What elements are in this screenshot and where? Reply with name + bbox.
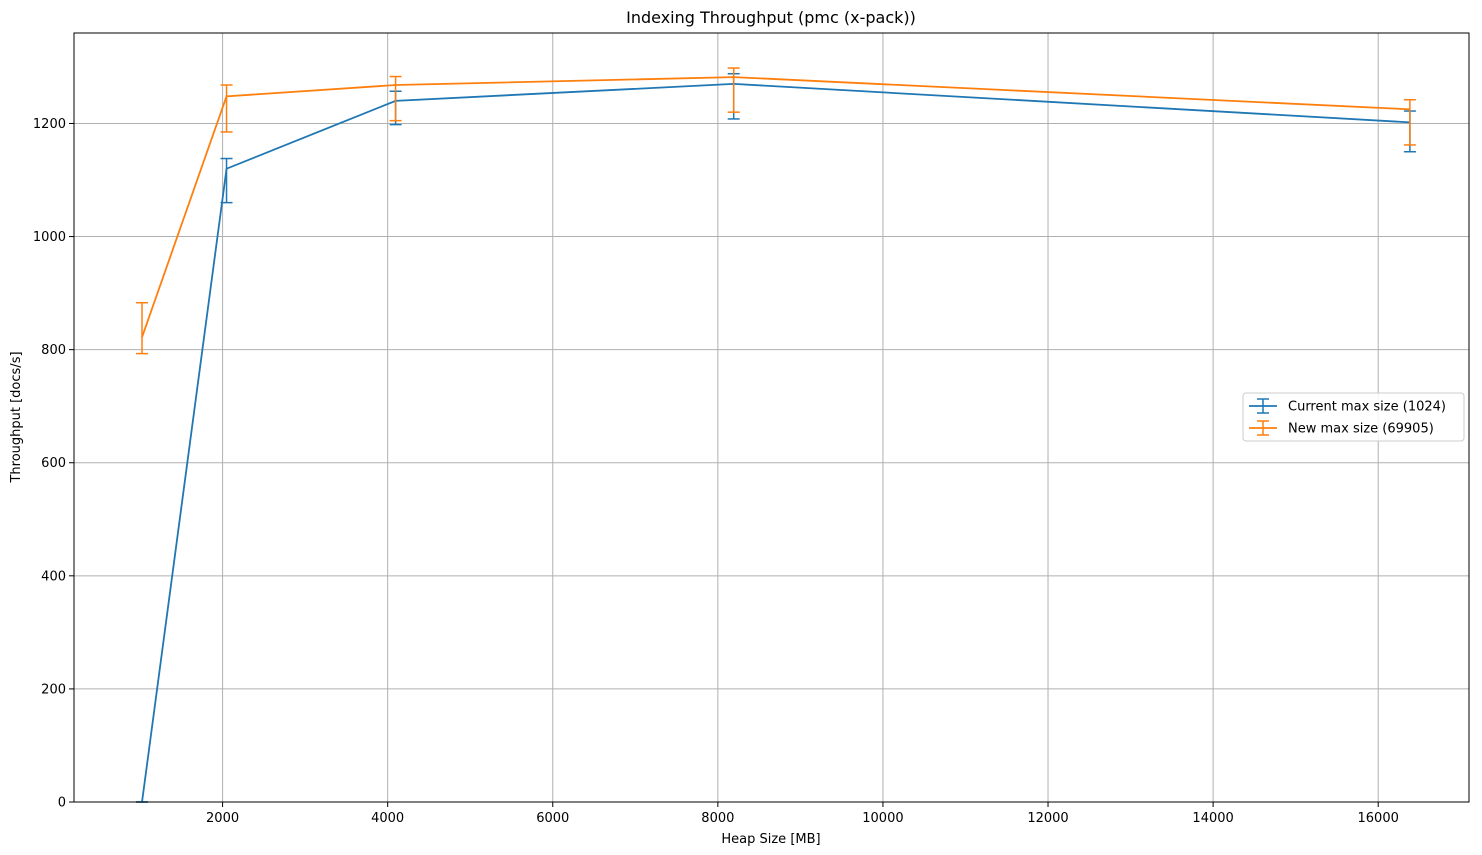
y-tick-label: 800 — [41, 343, 66, 358]
legend-label: Current max size (1024) — [1288, 400, 1446, 415]
error-bar — [389, 75, 402, 122]
error-bar — [220, 157, 233, 204]
y-tick-label: 1200 — [33, 117, 66, 132]
series-line — [141, 82, 1410, 803]
legend: Current max size (1024) New max size (699… — [1242, 392, 1465, 442]
x-tick-label: 10000 — [862, 811, 903, 826]
x-tick-label: 2000 — [206, 811, 239, 826]
x-tick-label: 6000 — [536, 811, 569, 826]
y-axis-label: Throughput [docs/s] — [9, 351, 24, 483]
series-1 — [136, 72, 1416, 803]
error-bar — [1403, 98, 1416, 146]
error-bar — [136, 301, 149, 355]
y-tick-label: 200 — [41, 682, 66, 697]
x-tick-label: 16000 — [1358, 811, 1399, 826]
series-2 — [136, 67, 1416, 355]
x-tick-label: 14000 — [1192, 811, 1233, 826]
y-tick-label: 0 — [58, 796, 66, 811]
plot-frame — [73, 32, 1470, 803]
legend-item: New max size (69905) — [1249, 420, 1434, 437]
legend-item: Current max size (1024) — [1249, 398, 1446, 415]
x-tick-label: 4000 — [371, 811, 404, 826]
legend-label: New max size (69905) — [1288, 422, 1434, 437]
grid — [74, 33, 1469, 803]
error-bar — [727, 67, 740, 113]
chart-title: Indexing Throughput (pmc (x-pack)) — [626, 8, 916, 27]
plot-area — [136, 67, 1416, 803]
y-tick-label: 600 — [41, 456, 66, 471]
axis-ticks: 2000 4000 6000 8000 10000 12000 14000 16000 0 200… — [33, 117, 1399, 826]
y-tick-label: 400 — [41, 569, 66, 584]
series-line — [141, 76, 1410, 338]
error-bar — [220, 84, 233, 133]
x-tick-label: 8000 — [701, 811, 734, 826]
legend-box — [1242, 392, 1465, 442]
x-tick-label: 12000 — [1027, 811, 1068, 826]
x-axis-label: Heap Size [MB] — [721, 832, 820, 847]
y-tick-label: 1000 — [33, 230, 66, 245]
